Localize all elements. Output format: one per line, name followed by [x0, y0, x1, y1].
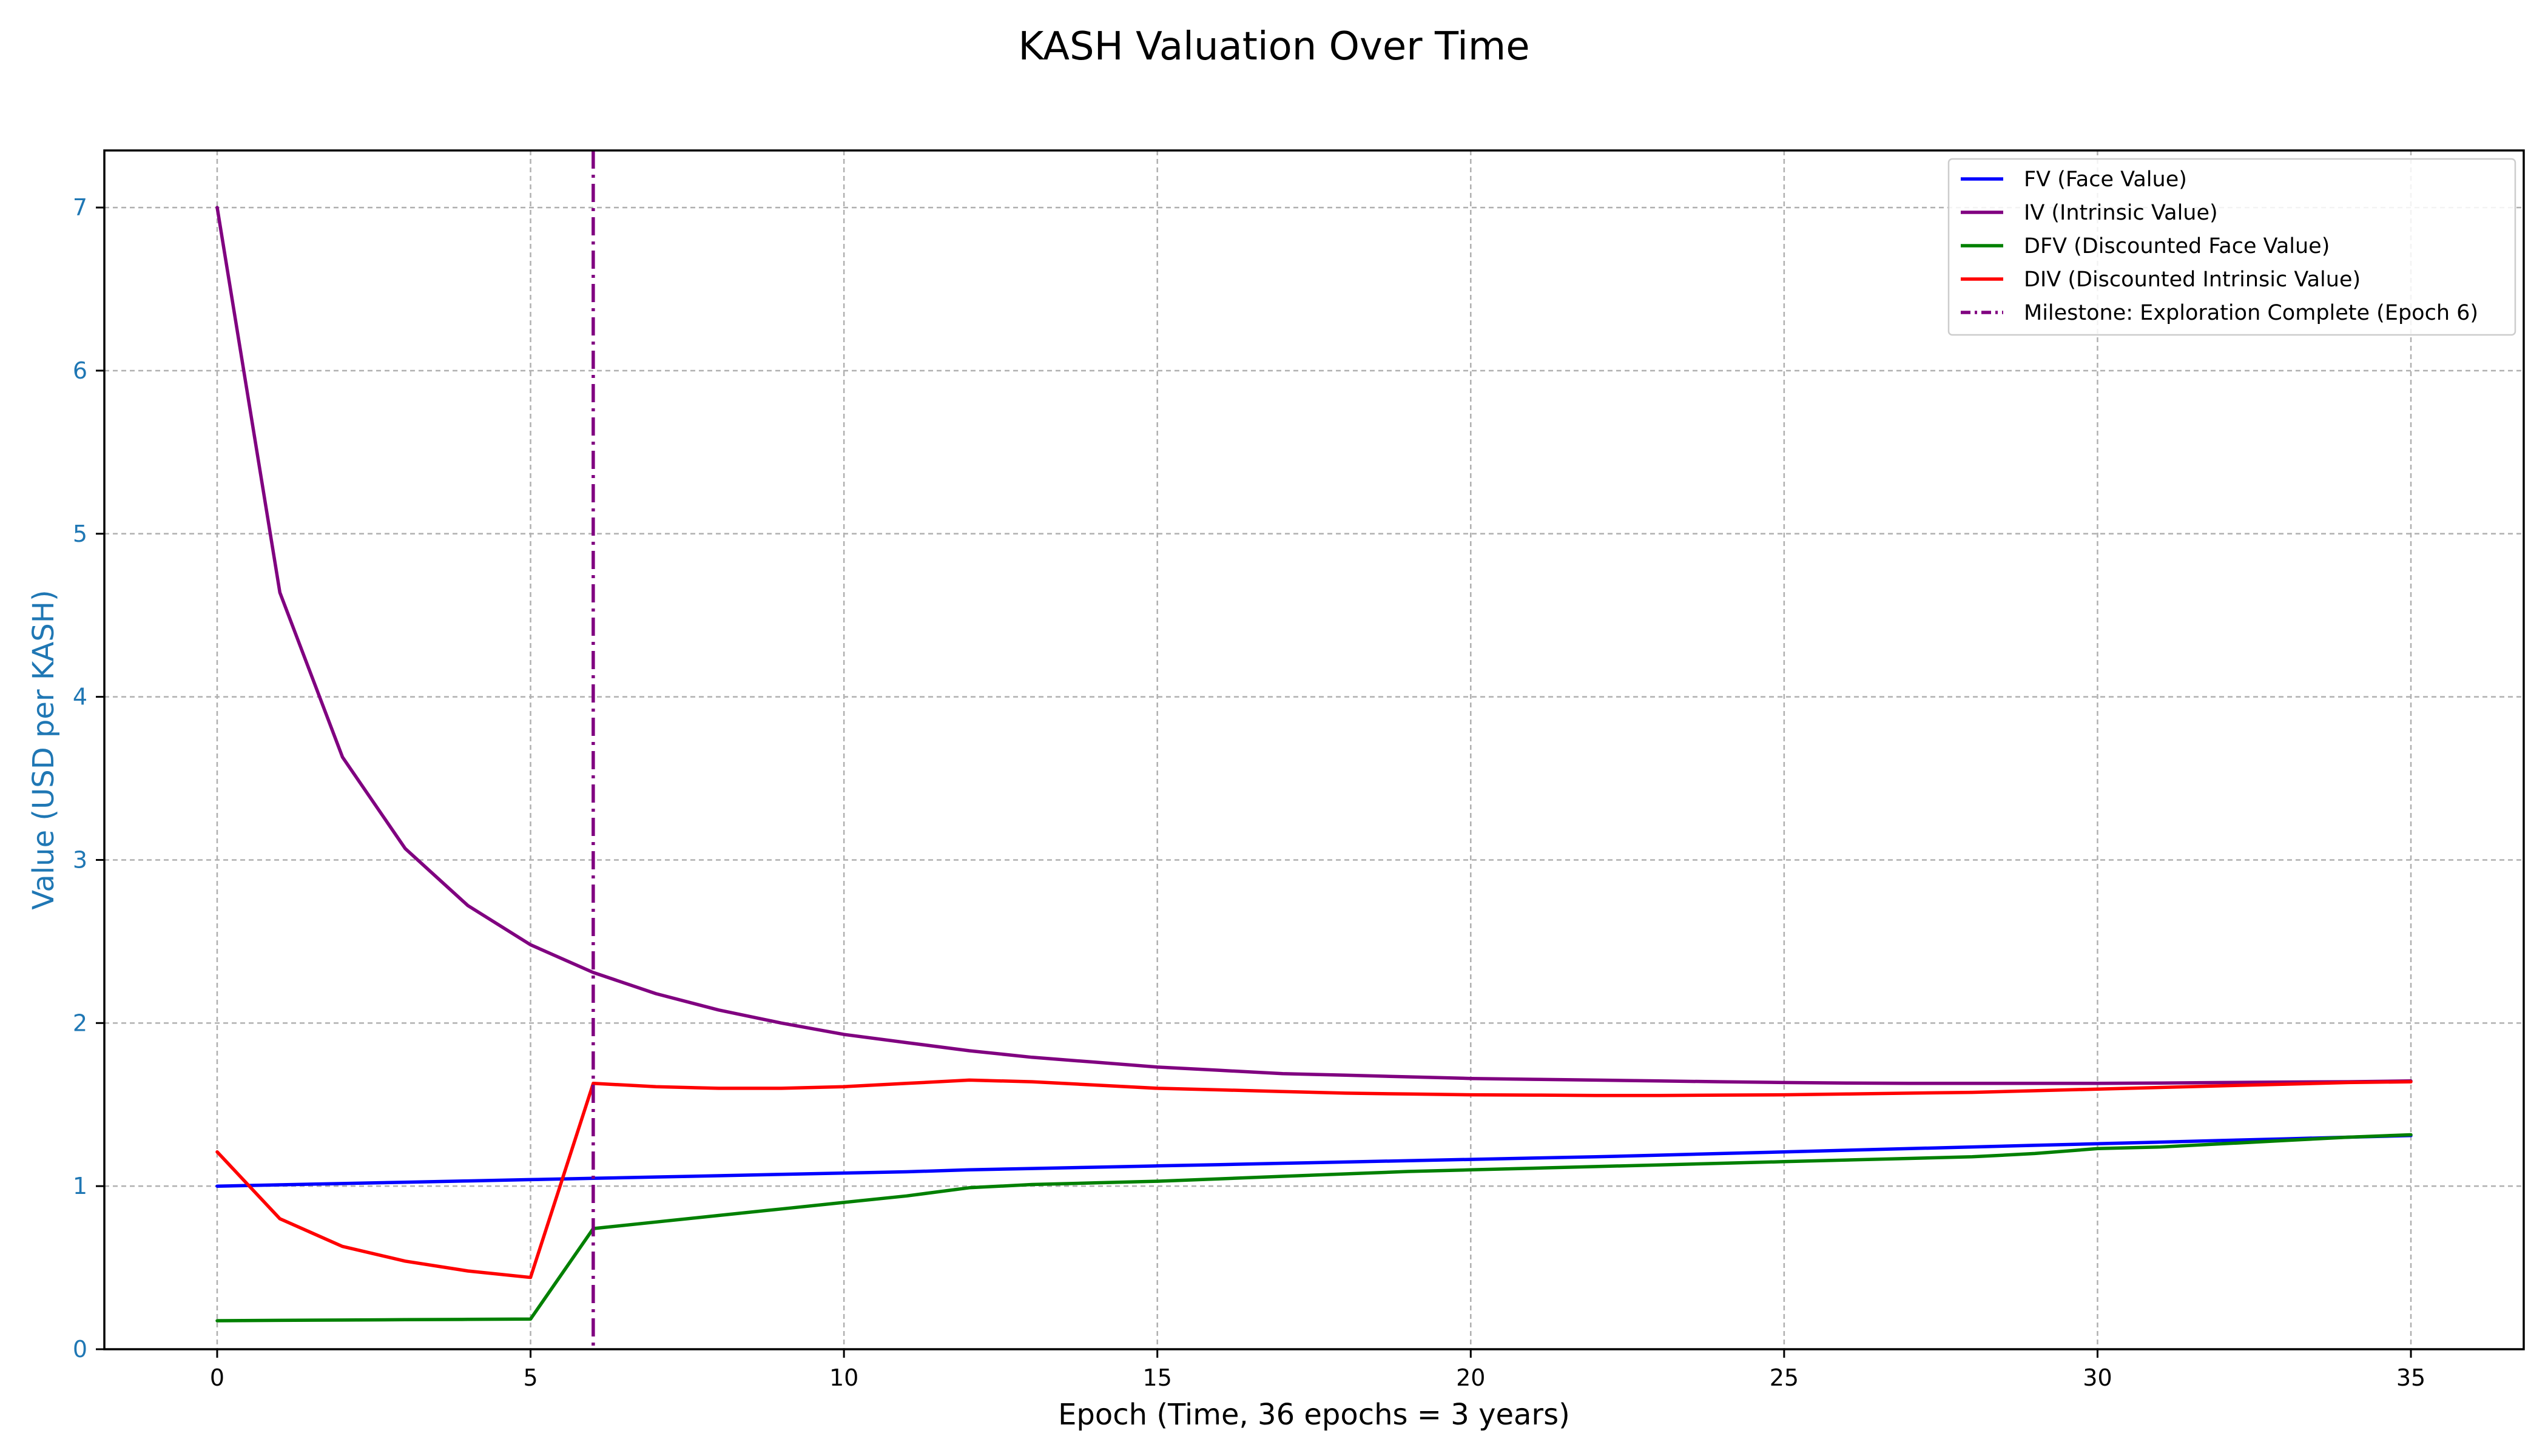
y-tick-label: 2	[73, 1009, 87, 1036]
legend-entry-label: DFV (Discounted Face Value)	[2024, 234, 2330, 258]
plot-frame	[103, 149, 2525, 1350]
legend-entry-label: Milestone: Exploration Complete (Epoch 6…	[2024, 301, 2478, 325]
y-axis-ticks: 0 1 2 3 4 5 6 7	[73, 194, 104, 1363]
x-tick-label: 20	[1456, 1364, 1485, 1391]
y-tick-label: 7	[73, 194, 87, 221]
series-lines	[215, 206, 2413, 1323]
x-tick-label: 10	[829, 1364, 858, 1391]
x-tick-label: 25	[1770, 1364, 1799, 1391]
y-axis-label: Value (USD per KASH)	[27, 590, 61, 909]
series-iv-line	[215, 206, 2413, 1085]
legend-entry-label: IV (Intrinsic Value)	[2024, 201, 2218, 225]
x-tick-label: 15	[1143, 1364, 1172, 1391]
y-tick-label: 3	[73, 846, 87, 873]
y-tick-label: 1	[73, 1173, 87, 1199]
y-tick-label: 4	[73, 684, 87, 710]
series-dfv-line	[215, 1133, 2413, 1323]
x-tick-label: 35	[2396, 1364, 2425, 1391]
x-axis-ticks: 0 5 10 15 20 25 30 35	[210, 1349, 2425, 1391]
x-tick-label: 30	[2083, 1364, 2112, 1391]
x-tick-label: 0	[210, 1364, 224, 1391]
x-axis-label: Epoch (Time, 36 epochs = 3 years)	[1058, 1398, 1570, 1432]
legend-entry-label: DIV (Discounted Intrinsic Value)	[2024, 268, 2361, 292]
series-div-line	[215, 1078, 2413, 1279]
y-tick-label: 5	[73, 521, 87, 547]
legend: FV (Face Value) IV (Intrinsic Value) DFV (…	[1947, 158, 2516, 336]
series-fv-line	[215, 1134, 2413, 1188]
y-tick-label: 6	[73, 357, 87, 384]
legend-entry-label: FV (Face Value)	[2024, 167, 2187, 192]
chart-title: KASH Valuation Over Time	[1018, 24, 1529, 69]
grid-lines	[104, 150, 2524, 1350]
y-tick-label: 0	[73, 1336, 87, 1363]
legend-box	[1947, 158, 2516, 336]
x-tick-label: 5	[523, 1364, 538, 1391]
